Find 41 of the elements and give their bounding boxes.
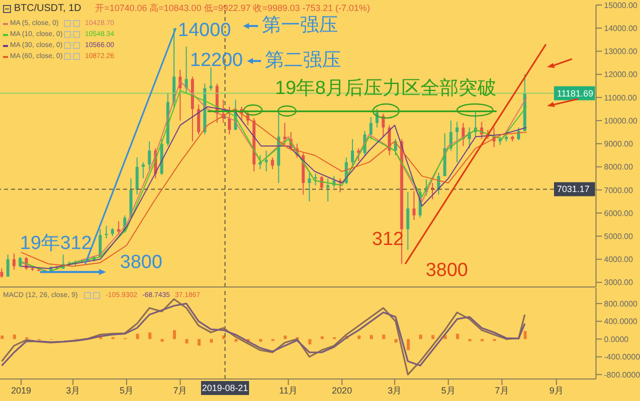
ref-line-label: 7031.17	[557, 184, 590, 194]
x-tick-label: 11月	[279, 385, 298, 396]
x-tick-label: 3月	[66, 385, 80, 396]
ref-line-label: 2019-08-21	[202, 383, 248, 393]
annotation: 14000	[178, 20, 231, 42]
x-tick-label: 9月	[549, 385, 564, 396]
y-tick-label: 3000.00	[604, 278, 634, 288]
y-tick-label: 14000.00	[604, 24, 638, 33]
y-tick-label: 800.0000	[604, 299, 638, 308]
y-tick-label: -400.0000	[604, 352, 640, 362]
y-tick-label: 0.0000	[604, 334, 630, 344]
y-tick-label: 13000.00	[604, 47, 638, 56]
x-tick-label: 5月	[441, 385, 456, 396]
annotation: 19年312	[20, 233, 92, 255]
y-tick-label: 400.0000	[604, 317, 638, 326]
y-tick-label: 9000.00	[604, 140, 634, 149]
x-tick-label: 5月	[120, 385, 134, 396]
annotation: 第二强压	[265, 50, 341, 72]
x-tick-label: 7月	[494, 385, 509, 396]
y-tick-label: 6000.00	[604, 208, 634, 218]
y-tick-label: 8000.00	[604, 162, 634, 172]
x-tick-label: 3月	[388, 385, 402, 396]
y-tick-label: 11000.00	[604, 93, 638, 102]
annotation: 12200	[190, 50, 243, 72]
annotation: 19年8月后压力区全部突破	[275, 78, 497, 100]
y-tick-label: 7000.00	[604, 186, 634, 195]
y-tick-label: 5000.00	[604, 232, 634, 241]
y-tick-label: -800.0000	[604, 370, 640, 380]
y-tick-label: 10000.00	[604, 116, 638, 126]
annotation: 开=10740.06 高=10843.00 低=9922.97 收=9989.03 -753.21 (-7.01%)	[95, 2, 370, 15]
y-tick-label: 12000.00	[604, 70, 638, 80]
annotation: 3800	[426, 260, 468, 281]
x-tick-label: 2020	[332, 385, 352, 396]
annotation: 第一强压	[262, 15, 338, 37]
x-tick-label: 2019	[11, 385, 32, 396]
y-tick-label: 4000.00	[604, 255, 634, 264]
y-tick-label: 15000.00	[604, 0, 638, 10]
chart-title: BTC/USDT, 1D	[14, 3, 82, 14]
x-tick-label: 7月	[173, 385, 188, 396]
annotation: 3800	[120, 252, 162, 274]
ref-line-label: 11181.69	[557, 88, 594, 98]
